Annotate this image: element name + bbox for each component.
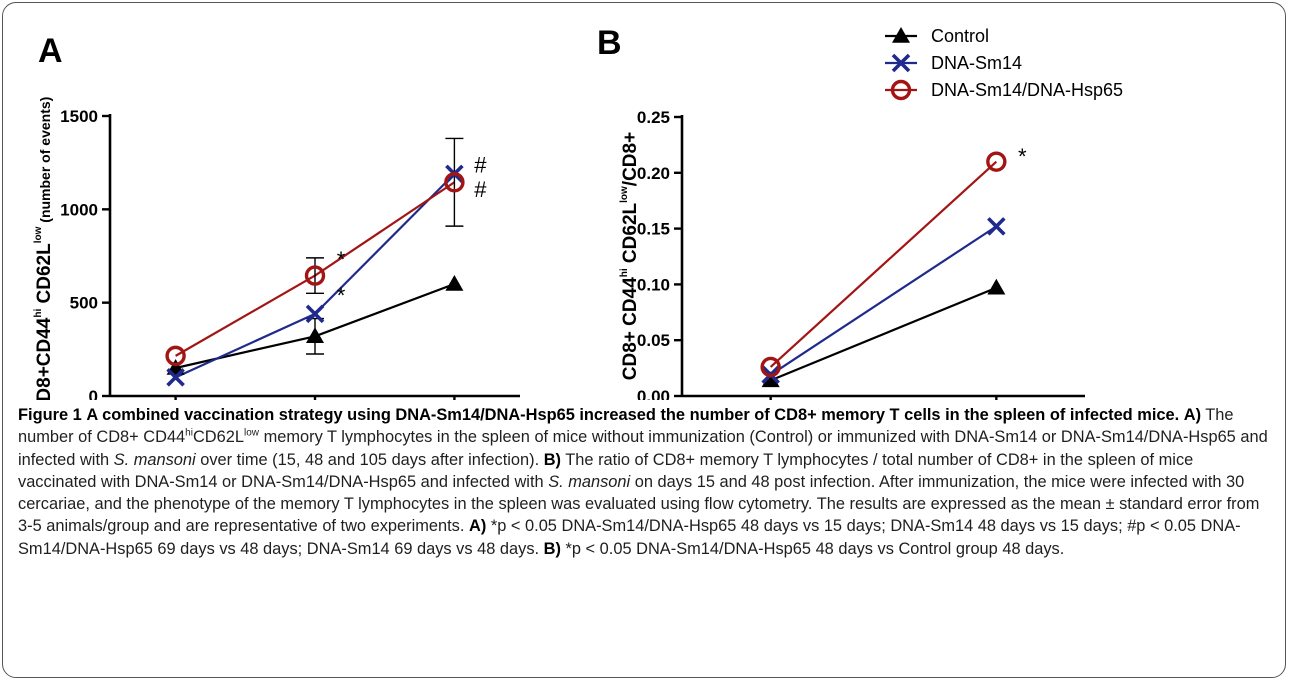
caption-a-post: memory T lymphocytes in the spleen of mi…	[18, 428, 1268, 469]
panel-b-y-tick-label-4: 0.20	[637, 164, 670, 183]
panel-b-y-tick-label-5: 0.25	[637, 108, 670, 127]
panel-b-series-control-point-0	[761, 371, 780, 388]
legend-entry-dna-sm14-marker-stroke-2	[891, 53, 911, 73]
legend-entry-dna-sm14-label: DNA-Sm14	[931, 53, 1022, 73]
panel-a-y-tick-label-0: 0	[89, 387, 98, 400]
panel-a-y-axis-title-part-3: low	[33, 226, 44, 243]
legend-entry-dna-sm14-dna-hsp65-marker	[890, 79, 912, 101]
panel-b-letter: B	[597, 24, 622, 62]
panel-b-series-control-point-1	[987, 278, 1006, 295]
panel-a-series-dna-sm14-point-0	[166, 368, 185, 387]
panel-b-y-axis-title-part-4: /CD8+	[620, 132, 641, 186]
panel-b-y-tick-label-1: 0.05	[637, 331, 670, 350]
panel-a-y-axis-title-part-4: (number of events)	[37, 97, 53, 227]
caption-b-label: B)	[543, 450, 562, 469]
panel-b-series-dna-sm14-point-1-stroke-2	[987, 217, 1006, 236]
panel-a-series-dna-sm14-point-1	[305, 304, 325, 324]
panel-a-y-tick-label-1: 500	[70, 294, 98, 313]
panel-a-series-dna-sm14-dna-hsp65-point-0	[165, 345, 186, 367]
panel-a-y-axis-title-part-1: hi	[33, 309, 44, 318]
panel-a-chart: A05001000150015 days48 days69 daysCD8+CD…	[33, 32, 520, 400]
caption-a-mid: CD62L	[192, 428, 244, 447]
panel-a-y-axis-title-part-0: CD8+CD44	[34, 317, 55, 400]
panel-a-annotation-3: #	[474, 177, 487, 202]
panel-a-series-dna-sm14-dna-hsp65-point-1	[304, 265, 326, 286]
caption-b2-label: B)	[543, 539, 561, 558]
caption-a-sup2: low	[244, 427, 260, 439]
panel-b-series-dna-sm14-line	[770, 225, 997, 376]
panel-a-y-tick-label-2: 1000	[60, 200, 98, 219]
panel-a-series-dna-sm14-dna-hsp65-point-2	[444, 172, 465, 193]
caption-a2-text: *p < 0.05 DNA-Sm14/DNA-Hsp65 48 days vs …	[18, 517, 1241, 558]
legend-entry-control-marker	[892, 27, 910, 43]
panel-b-series-dna-sm14-dna-hsp65-point-0	[760, 356, 781, 378]
panel-a-series-dna-sm14-point-1-stroke-2	[305, 304, 325, 324]
caption-b-post: on days 15 and 48 post infection. After …	[18, 472, 1260, 536]
panel-b-series-control-line	[770, 286, 997, 382]
caption-a-pre: The number of CD8+ CD44	[18, 406, 1234, 447]
panel-b-y-axis-title-part-2: CD62L	[620, 202, 641, 268]
panel-b-y-axis-title-part-1: hi	[619, 268, 630, 277]
panel-a-annotation-1: *	[337, 283, 346, 308]
caption-title: A combined vaccination strategy using DN…	[86, 406, 1180, 424]
figure-charts: A05001000150015 days48 days69 daysCD8+CD…	[33, 24, 1123, 400]
panel-a-letter: A	[38, 32, 63, 70]
panel-a-y-axis-title: CD8+CD44hi CD62Llow (number of events)	[33, 97, 55, 400]
caption-a-label: A)	[1183, 406, 1202, 424]
caption-b-pre: The ratio of CD8+ memory T lymphocytes /…	[18, 450, 1194, 491]
panel-b-y-tick-label-0: 0.00	[637, 387, 670, 400]
panel-b-y-tick-label-2: 0.10	[637, 275, 670, 294]
caption-species-2: S. mansoni	[548, 472, 631, 491]
panel-b-y-tick-label-3: 0.15	[637, 220, 670, 239]
panel-a-series-control-point-1	[306, 327, 324, 344]
panel-b-y-axis-title-part-3: low	[619, 186, 630, 203]
legend: Control DNA-Sm14 DNA-Sm14/DNA-Hsp65	[885, 26, 1123, 101]
panel-b-series-dna-sm14-point-1	[987, 217, 1006, 236]
panel-b-annotation-0: *	[1018, 144, 1027, 169]
panel-a-y-tick-label-3: 1500	[60, 107, 98, 126]
legend-entry-dna-sm14-dna-hsp65-label: DNA-Sm14/DNA-Hsp65	[931, 80, 1123, 100]
figure-caption: Figure 1 A combined vaccination strategy…	[18, 404, 1268, 560]
panel-b-y-axis-title-part-0: CD8+ CD44	[620, 277, 641, 380]
panel-b-series-dna-sm14-dna-hsp65-point-1	[986, 151, 1007, 172]
panel-b-y-axis-title: CD8+ CD44hi CD62Llow/CD8+	[619, 132, 641, 380]
panel-a-annotation-2: #	[474, 153, 487, 178]
panel-a-y-axis-title-part-2: CD62L	[34, 243, 55, 309]
panel-b-chart: B0.000.050.100.150.200.2515 days48 daysC…	[597, 24, 1085, 400]
caption-a2-label: A)	[469, 517, 487, 536]
caption-b2-text: *p < 0.05 DNA-Sm14/DNA-Hsp65 48 days vs …	[560, 539, 1065, 558]
legend-entry-dna-sm14-marker	[891, 53, 911, 73]
panel-a-annotation-0: *	[337, 247, 346, 272]
panel-b-series-dna-sm14-dna-hsp65-line	[769, 160, 998, 368]
panel-a-series-control-point-2	[445, 275, 464, 291]
caption-species-1: S. mansoni	[113, 450, 196, 469]
caption-a-end: over time (15, 48 and 105 days after inf…	[195, 450, 540, 469]
caption-figure-label: Figure 1	[18, 406, 82, 424]
panel-a-series-dna-sm14-point-0-stroke-2	[166, 368, 185, 387]
caption-a-sup1: hi	[185, 427, 193, 439]
legend-entry-control-label: Control	[931, 26, 989, 46]
